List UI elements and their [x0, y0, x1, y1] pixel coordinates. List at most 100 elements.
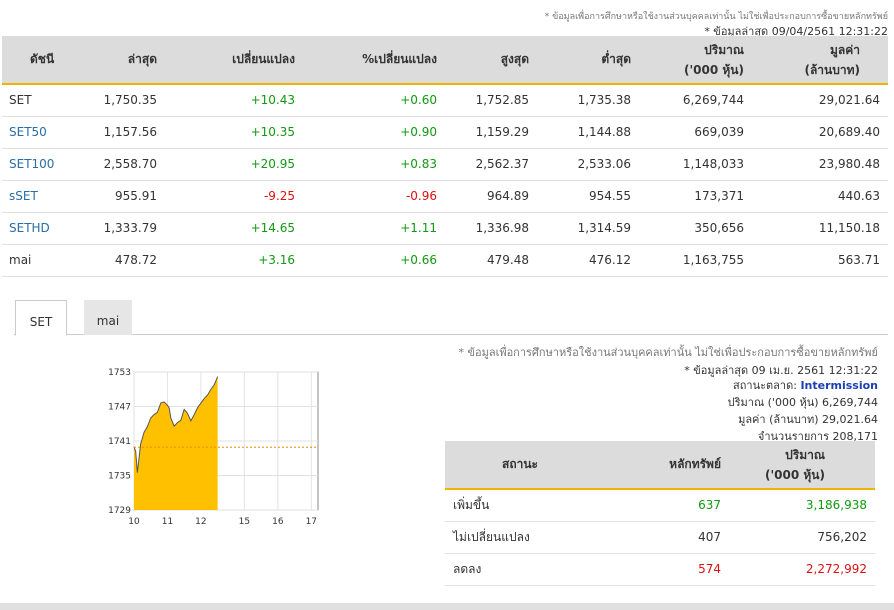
index-name[interactable]: sSET [2, 180, 87, 213]
index-high: 964.89 [467, 180, 567, 213]
chart-series-line [133, 376, 219, 473]
index-change: -9.25 [187, 180, 317, 213]
index-low: 1,144.88 [567, 116, 667, 149]
stat-col-volume-label: ปริมาณ [785, 447, 825, 462]
index-name[interactable]: SETHD [2, 212, 87, 245]
stat-label: เพิ่มขึ้น [445, 489, 595, 522]
index-change: +20.95 [187, 148, 317, 181]
col-volume: ปริมาณ ('000 หุ้น) [667, 36, 777, 85]
index-value: 20,689.40 [777, 116, 888, 149]
index-last: 1,333.79 [87, 212, 187, 245]
stat-col-volume-unit: ('000 หุ้น) [765, 467, 825, 482]
bottom-bar [0, 603, 894, 610]
index-name: mai [2, 244, 87, 277]
index-low: 1,314.59 [567, 212, 667, 245]
market-tabs: SET mai [14, 300, 888, 336]
detail-trades: จำนวนรายการ 208,171 [757, 430, 878, 443]
index-high: 1,752.85 [467, 84, 567, 117]
index-change: +10.43 [187, 84, 317, 117]
col-high: สูงสุด [467, 36, 567, 85]
detail-volume: ปริมาณ ('000 หุ้น) 6,269,744 [727, 396, 878, 409]
detail-disclaimer: * ข้อมูลเพื่อการศึกษาหรือใช้งานส่วนบุคคล… [458, 346, 878, 359]
col-value-unit: (ล้านบาท) [804, 62, 860, 77]
stat-col-status: สถานะ [445, 441, 595, 490]
index-table: ดัชนี ล่าสุด เปลี่ยนแปลง %เปลี่ยนแปลง สู… [2, 36, 888, 277]
chart-x-tick: 10 [128, 517, 140, 526]
index-pct-change: +0.90 [317, 116, 467, 149]
index-high: 1,336.98 [467, 212, 567, 245]
col-change: เปลี่ยนแปลง [187, 36, 317, 85]
stat-row: ไม่เปลี่ยนแปลง 407 756,202 [445, 521, 875, 554]
stat-col-securities: หลักทรัพย์ [595, 441, 725, 490]
chart-x-tick: 17 [306, 517, 317, 526]
chart-y-tick: 1753 [108, 368, 131, 378]
index-name[interactable]: SET100 [2, 148, 87, 181]
index-row: mai 478.72 +3.16 +0.66 479.48 476.12 1,163,755… [2, 244, 888, 277]
index-value: 440.63 [777, 180, 888, 213]
index-volume: 350,656 [667, 212, 777, 245]
index-low: 954.55 [567, 180, 667, 213]
index-volume: 6,269,744 [667, 84, 777, 117]
stat-volume: 2,272,992 [725, 553, 875, 586]
index-row: SET100 2,558.70 +20.95 +0.83 2,562.37 2,533.0… [2, 148, 888, 181]
index-row: SETHD 1,333.79 +14.65 +1.11 1,336.98 1,314.59… [2, 212, 888, 245]
top-last-updated: * ข้อมูลล่าสุด 09/04/2561 12:31:22 [704, 25, 888, 38]
advance-decline-table: สถานะ หลักทรัพย์ ปริมาณ ('000 หุ้น) เพิ่… [445, 441, 875, 586]
index-name[interactable]: SET50 [2, 116, 87, 149]
stat-label: ไม่เปลี่ยนแปลง [445, 521, 595, 554]
stat-count: 407 [595, 521, 725, 554]
index-value: 29,021.64 [777, 84, 888, 117]
index-change: +10.35 [187, 116, 317, 149]
col-pct-change: %เปลี่ยนแปลง [317, 36, 467, 85]
index-pct-change: -0.96 [317, 180, 467, 213]
index-name: SET [2, 84, 87, 117]
index-low: 476.12 [567, 244, 667, 277]
stat-row: เพิ่มขึ้น 637 3,186,938 [445, 489, 875, 522]
detail-value: มูลค่า (ล้านบาท) 29,021.64 [738, 413, 878, 426]
index-pct-change: +1.11 [317, 212, 467, 245]
index-last: 1,157.56 [87, 116, 187, 149]
stat-col-volume: ปริมาณ ('000 หุ้น) [725, 441, 875, 490]
index-last: 2,558.70 [87, 148, 187, 181]
col-low: ต่ำสุด [567, 36, 667, 85]
index-pct-change: +0.83 [317, 148, 467, 181]
top-disclaimer: * ข้อมูลเพื่อการศึกษาหรือใช้งานส่วนบุคคล… [544, 12, 888, 22]
index-pct-change: +0.60 [317, 84, 467, 117]
index-row: sSET 955.91 -9.25 -0.96 964.89 954.55 173,371 4… [2, 180, 888, 213]
index-last: 955.91 [87, 180, 187, 213]
col-last: ล่าสุด [87, 36, 187, 85]
index-change: +3.16 [187, 244, 317, 277]
index-row: SET50 1,157.56 +10.35 +0.90 1,159.29 1,144.88… [2, 116, 888, 149]
tab-mai[interactable]: mai [84, 300, 132, 335]
index-high: 1,159.29 [467, 116, 567, 149]
tab-set[interactable]: SET [15, 300, 67, 336]
index-low: 1,735.38 [567, 84, 667, 117]
stat-table-header: สถานะ หลักทรัพย์ ปริมาณ ('000 หุ้น) [445, 441, 875, 490]
index-pct-change: +0.66 [317, 244, 467, 277]
index-change: +14.65 [187, 212, 317, 245]
col-index: ดัชนี [2, 36, 87, 85]
col-volume-unit: ('000 หุ้น) [684, 62, 744, 77]
col-volume-label: ปริมาณ [704, 42, 744, 57]
detail-last-updated: * ข้อมูลล่าสุด 09 เม.ย. 2561 12:31:22 [684, 364, 878, 377]
index-high: 2,562.37 [467, 148, 567, 181]
stat-row: ลดลง 574 2,272,992 [445, 553, 875, 586]
stat-volume: 3,186,938 [725, 489, 875, 522]
chart-y-tick: 1747 [108, 403, 131, 413]
stat-label: ลดลง [445, 553, 595, 586]
market-status-value: Intermission [800, 379, 878, 392]
col-value: มูลค่า (ล้านบาท) [777, 36, 888, 85]
index-volume: 173,371 [667, 180, 777, 213]
index-row: SET 1,750.35 +10.43 +0.60 1,752.85 1,735.38 6,… [2, 84, 888, 117]
index-volume: 669,039 [667, 116, 777, 149]
index-last: 478.72 [87, 244, 187, 277]
stat-count: 637 [595, 489, 725, 522]
chart-y-tick: 1741 [108, 437, 131, 447]
chart-x-tick: 16 [272, 517, 284, 526]
market-status-line: สถานะตลาด: Intermission [733, 376, 878, 394]
chart-x-tick: 11 [162, 517, 173, 526]
index-volume: 1,163,755 [667, 244, 777, 277]
index-volume: 1,148,033 [667, 148, 777, 181]
intraday-chart: 10 11 12 15 16 17 1753 1747 1741 1735 1729 [108, 368, 319, 526]
index-value: 23,980.48 [777, 148, 888, 181]
